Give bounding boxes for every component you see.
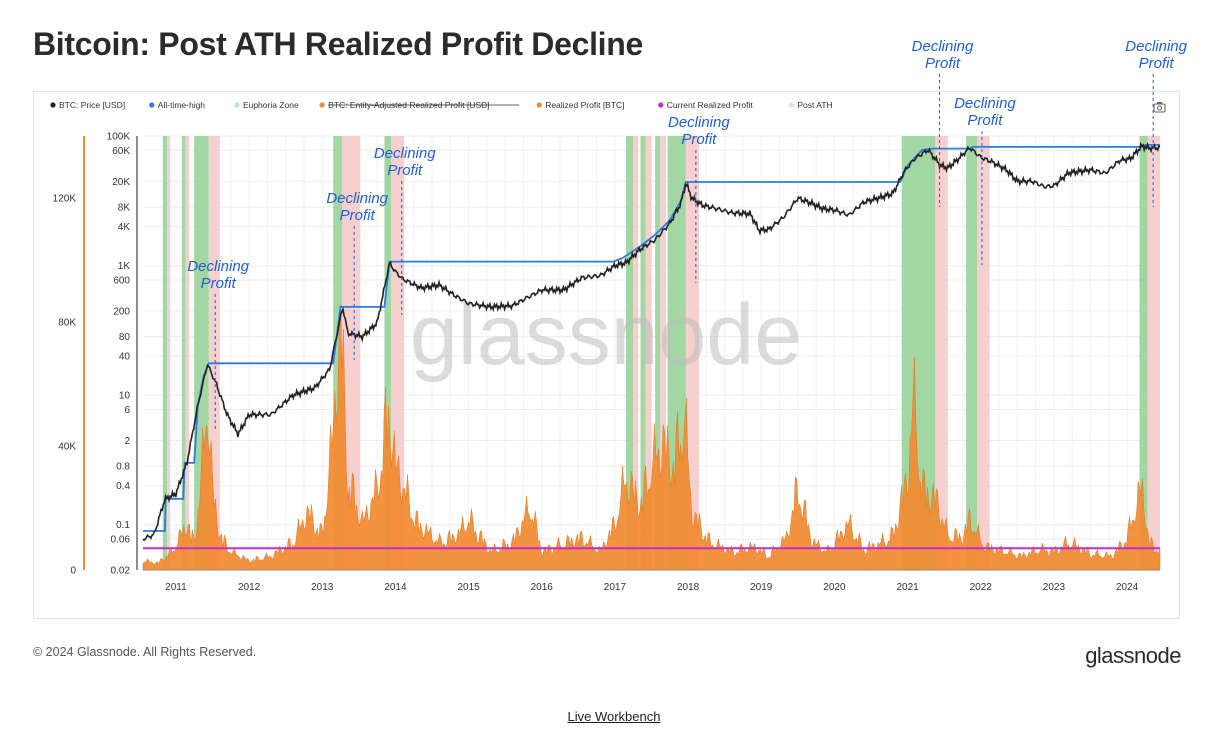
year-tick-label: 2016 bbox=[531, 582, 554, 593]
legend-marker bbox=[536, 102, 542, 108]
euphoria-zone bbox=[333, 136, 343, 570]
legend-item: Current Realized Profit bbox=[658, 100, 753, 110]
price-tick-label: 100K bbox=[107, 132, 131, 143]
legend-marker bbox=[319, 102, 325, 108]
price-tick-label: 200 bbox=[113, 306, 130, 317]
post-ath-zone bbox=[633, 136, 639, 570]
euphoria-zone bbox=[655, 136, 661, 570]
legend-label: BTC: Price [USD] bbox=[59, 100, 125, 110]
ath-line bbox=[143, 144, 1160, 532]
year-tick-label: 2015 bbox=[457, 582, 480, 593]
annotation-label: Declining bbox=[912, 38, 974, 55]
euphoria-zone bbox=[966, 136, 978, 570]
watermark: glassnode bbox=[410, 287, 802, 383]
chart-panel: BTC: Price [USD] All-time-high Euphoria Zo… bbox=[33, 91, 1180, 619]
copyright-text: © 2024 Glassnode. All Rights Reserved. bbox=[33, 645, 257, 659]
legend-marker bbox=[234, 102, 240, 108]
year-tick-label: 2013 bbox=[311, 582, 334, 593]
euphoria-zone bbox=[181, 136, 186, 570]
price-tick-label: 8K bbox=[118, 203, 131, 214]
profit-tick-label: 120K bbox=[53, 194, 77, 205]
price-tick-label: 10 bbox=[119, 391, 131, 402]
price-tick-label: 0.02 bbox=[111, 566, 131, 577]
post-ath-zone bbox=[1147, 136, 1160, 570]
post-ath-zone bbox=[645, 136, 652, 570]
page-title: Bitcoin: Post ATH Realized Profit Declin… bbox=[33, 26, 643, 62]
euphoria-zone bbox=[1139, 136, 1148, 570]
price-tick-label: 6 bbox=[124, 405, 130, 416]
legend-item: BTC: Entity-Adjusted Realized Profit [US… bbox=[319, 100, 520, 110]
post-ath-zone bbox=[935, 136, 948, 570]
legend-label: Current Realized Profit bbox=[667, 100, 754, 110]
post-ath-zone bbox=[208, 136, 220, 570]
euphoria-zone bbox=[384, 136, 392, 570]
price-tick-label: 20K bbox=[112, 177, 130, 188]
annotation-label: Declining bbox=[1125, 38, 1187, 55]
legend-item: Post ATH bbox=[788, 100, 833, 110]
price-tick-label: 0.4 bbox=[116, 481, 130, 492]
legend-marker bbox=[788, 102, 795, 108]
legend-label: Realized Profit [BTC] bbox=[545, 100, 624, 110]
euphoria-zone bbox=[162, 136, 168, 570]
profit-tick-label: 40K bbox=[58, 442, 76, 453]
year-tick-label: 2011 bbox=[165, 582, 187, 593]
post-ath-zone bbox=[167, 136, 171, 570]
legend-marker bbox=[50, 102, 56, 108]
price-line bbox=[142, 141, 1161, 542]
post-ath-zone bbox=[185, 136, 190, 570]
post-ath-zone bbox=[660, 136, 667, 570]
legend-item: BTC: Price [USD] bbox=[50, 100, 125, 110]
year-tick-label: 2022 bbox=[970, 582, 993, 593]
year-tick-label: 2024 bbox=[1116, 582, 1139, 593]
year-tick-label: 2020 bbox=[823, 582, 846, 593]
year-tick-label: 2023 bbox=[1043, 582, 1066, 593]
price-tick-label: 60K bbox=[112, 146, 130, 157]
euphoria-zone bbox=[625, 136, 634, 570]
price-tick-label: 1K bbox=[118, 261, 131, 272]
legend-label: All-time-high bbox=[158, 100, 206, 110]
legend-label: Post ATH bbox=[797, 100, 832, 110]
year-tick-label: 2018 bbox=[677, 582, 700, 593]
price-tick-label: 2 bbox=[124, 436, 130, 447]
euphoria-zone bbox=[640, 136, 646, 570]
year-tick-label: 2012 bbox=[238, 582, 261, 593]
profit-tick-label: 80K bbox=[58, 318, 76, 329]
legend-marker bbox=[149, 102, 155, 108]
live-workbench-link[interactable]: Live Workbench bbox=[567, 709, 661, 724]
post-ath-zone bbox=[342, 136, 361, 570]
annotation-label: Profit bbox=[925, 55, 961, 72]
price-tick-label: 0.1 bbox=[116, 520, 130, 531]
price-tick-label: 0.06 bbox=[111, 535, 131, 546]
legend-item: All-time-high bbox=[149, 100, 205, 110]
year-tick-label: 2021 bbox=[896, 582, 919, 593]
camera-icon[interactable] bbox=[1153, 102, 1166, 113]
price-tick-label: 40 bbox=[119, 352, 131, 363]
legend-label: Euphoria Zone bbox=[243, 100, 299, 110]
chart-svg: BTC: Price [USD] All-time-high Euphoria Zo… bbox=[50, 100, 1166, 593]
brand-logo: glassnode bbox=[1085, 643, 1181, 668]
price-tick-label: 0.8 bbox=[116, 462, 130, 473]
annotation-label: Profit bbox=[1139, 55, 1175, 72]
price-tick-label: 600 bbox=[113, 275, 130, 286]
legend-item: Realized Profit [BTC] bbox=[536, 100, 625, 110]
post-ath-zone bbox=[977, 136, 990, 570]
chart-legend: BTC: Price [USD] All-time-high Euphoria Zo… bbox=[50, 100, 833, 110]
legend-item: Euphoria Zone bbox=[234, 100, 299, 110]
price-tick-label: 4K bbox=[118, 222, 131, 233]
year-tick-label: 2014 bbox=[384, 582, 407, 593]
profit-tick-label: 0 bbox=[70, 566, 76, 577]
year-tick-label: 2019 bbox=[750, 582, 773, 593]
year-tick-label: 2017 bbox=[604, 582, 627, 593]
legend-marker bbox=[658, 102, 664, 108]
price-tick-label: 80 bbox=[119, 332, 131, 343]
